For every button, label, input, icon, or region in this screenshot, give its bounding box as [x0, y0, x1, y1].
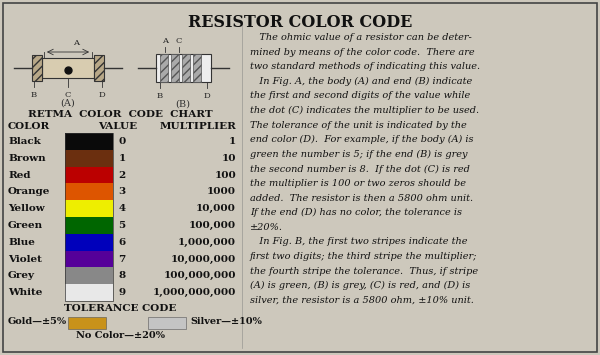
Bar	[156, 54, 211, 82]
Text: 100,000,000: 100,000,000	[163, 271, 236, 280]
Bar	[65, 133, 113, 150]
Bar	[65, 166, 113, 184]
Text: C: C	[176, 37, 182, 45]
Text: A: A	[73, 39, 79, 47]
Text: A: A	[163, 37, 169, 45]
Text: green the number is 5; if the end (B) is grey: green the number is 5; if the end (B) is…	[250, 150, 467, 159]
Bar	[148, 317, 186, 329]
Text: B: B	[157, 92, 163, 100]
Text: D: D	[98, 91, 106, 99]
Text: White: White	[8, 288, 43, 297]
Text: 100: 100	[214, 170, 236, 180]
Bar	[32, 55, 42, 81]
Text: 5: 5	[118, 221, 125, 230]
Text: 7: 7	[118, 255, 125, 263]
Text: The ohmic value of a resistor can be deter-: The ohmic value of a resistor can be det…	[250, 33, 472, 42]
Text: the fourth stripe the tolerance.  Thus, if stripe: the fourth stripe the tolerance. Thus, i…	[250, 267, 478, 275]
Text: 2: 2	[118, 170, 125, 180]
Text: Gold—±5%: Gold—±5%	[8, 317, 67, 327]
Text: Orange: Orange	[8, 187, 50, 196]
Text: 1: 1	[229, 137, 236, 146]
Text: In Fig. A, the body (A) and end (B) indicate: In Fig. A, the body (A) and end (B) indi…	[250, 77, 472, 86]
Text: VALUE: VALUE	[98, 122, 137, 131]
Text: Black: Black	[8, 137, 41, 146]
Text: the multiplier is 100 or two zeros should be: the multiplier is 100 or two zeros shoul…	[250, 179, 466, 188]
Text: (A): (A)	[61, 99, 76, 108]
Bar	[65, 284, 113, 301]
Text: the dot (C) indicates the multiplier to be used.: the dot (C) indicates the multiplier to …	[250, 106, 479, 115]
Text: In Fig. B, the first two stripes indicate the: In Fig. B, the first two stripes indicat…	[250, 237, 467, 246]
Text: Brown: Brown	[8, 154, 46, 163]
Text: 1,000,000,000: 1,000,000,000	[152, 288, 236, 297]
Text: 10,000,000: 10,000,000	[171, 255, 236, 263]
Text: 10: 10	[221, 154, 236, 163]
Bar	[65, 234, 113, 251]
Text: Red: Red	[8, 170, 31, 180]
Bar	[182, 54, 190, 82]
Bar	[193, 54, 201, 82]
Text: 3: 3	[118, 187, 125, 196]
Text: 6: 6	[118, 238, 125, 247]
Text: ±20%.: ±20%.	[250, 223, 283, 232]
Text: two standard methods of indicating this value.: two standard methods of indicating this …	[250, 62, 480, 71]
Text: added.  The resistor is then a 5800 ohm unit.: added. The resistor is then a 5800 ohm u…	[250, 193, 473, 203]
Bar	[160, 54, 168, 82]
Text: (A) is green, (B) is grey, (C) is red, and (D) is: (A) is green, (B) is grey, (C) is red, a…	[250, 281, 470, 290]
Bar	[65, 184, 113, 200]
Text: If the end (D) has no color, the tolerance is: If the end (D) has no color, the toleran…	[250, 208, 462, 217]
Text: RESISTOR COLOR CODE: RESISTOR COLOR CODE	[188, 14, 412, 31]
Text: 4: 4	[118, 204, 125, 213]
Text: end color (D).  For example, if the body (A) is: end color (D). For example, if the body …	[250, 135, 473, 144]
Bar	[68, 317, 106, 329]
Text: silver, the resistor is a 5800 ohm, ±10% unit.: silver, the resistor is a 5800 ohm, ±10%…	[250, 296, 474, 305]
Text: RETMA  COLOR  CODE  CHART: RETMA COLOR CODE CHART	[28, 110, 212, 119]
Bar	[171, 54, 179, 82]
Text: Violet: Violet	[8, 255, 42, 263]
Text: 1,000,000: 1,000,000	[178, 238, 236, 247]
Bar	[65, 200, 113, 217]
Bar	[65, 267, 113, 284]
Text: the second number is 8.  If the dot (C) is red: the second number is 8. If the dot (C) i…	[250, 164, 470, 174]
Text: The tolerance of the unit is indicated by the: The tolerance of the unit is indicated b…	[250, 121, 467, 130]
Bar	[65, 217, 113, 234]
Text: 100,000: 100,000	[189, 221, 236, 230]
Text: (B): (B)	[176, 100, 191, 109]
Text: COLOR: COLOR	[8, 122, 50, 131]
Bar	[65, 133, 113, 301]
Text: D: D	[203, 92, 211, 100]
Text: 1000: 1000	[207, 187, 236, 196]
Text: 10,000: 10,000	[196, 204, 236, 213]
Text: the first and second digits of the value while: the first and second digits of the value…	[250, 91, 470, 100]
Text: Green: Green	[8, 221, 43, 230]
Text: TOLERANCE CODE: TOLERANCE CODE	[64, 304, 176, 313]
Text: Grey: Grey	[8, 271, 35, 280]
Text: mined by means of the color code.  There are: mined by means of the color code. There …	[250, 48, 475, 56]
Text: No Color—±20%: No Color—±20%	[76, 332, 164, 340]
Text: 9: 9	[118, 288, 125, 297]
Text: Silver—±10%: Silver—±10%	[190, 317, 262, 327]
Text: B: B	[31, 91, 37, 99]
Bar	[65, 150, 113, 166]
Text: Blue: Blue	[8, 238, 35, 247]
Text: 1: 1	[118, 154, 125, 163]
Text: first two digits; the third stripe the multiplier;: first two digits; the third stripe the m…	[250, 252, 478, 261]
Text: 8: 8	[118, 271, 125, 280]
Text: Yellow: Yellow	[8, 204, 44, 213]
Text: C: C	[65, 91, 71, 99]
Bar	[42, 58, 94, 78]
Bar	[94, 55, 104, 81]
Text: MULTIPLIER: MULTIPLIER	[159, 122, 236, 131]
Bar	[65, 251, 113, 267]
Text: 0: 0	[118, 137, 125, 146]
